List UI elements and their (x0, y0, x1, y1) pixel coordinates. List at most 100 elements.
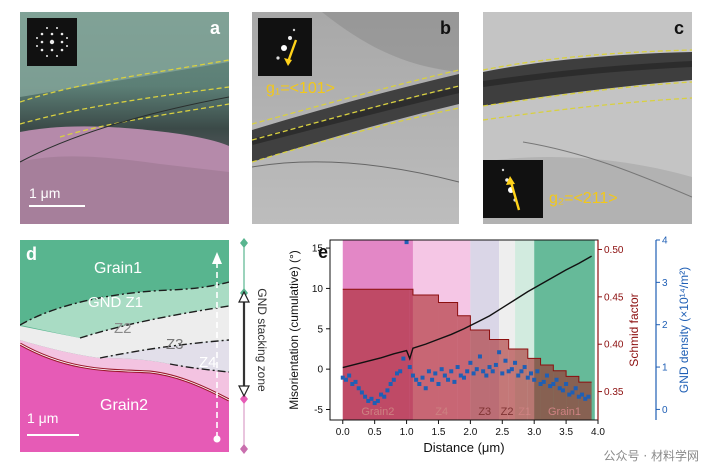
x-tick-label: 0.5 (368, 427, 382, 438)
gnd-point (576, 394, 581, 399)
y-left-axis-label: Misorientation (cumulative) (°) (287, 250, 301, 410)
gnd-point (541, 379, 546, 384)
gnd-point (500, 371, 505, 376)
panel-a-letter: a (209, 18, 220, 38)
gnd-point (465, 369, 470, 374)
label-z2: Z2 (114, 320, 132, 337)
label-z4: Z4 (199, 354, 217, 371)
y-schmid-tick-label: 0.35 (604, 387, 624, 398)
gnd-point (477, 354, 482, 359)
gnd-point (388, 382, 393, 386)
panel-c-g-label: g₂=<211> (549, 190, 618, 207)
x-axis-label: Distance (μm) (423, 440, 504, 455)
gnd-point (503, 358, 508, 363)
schmid-bar (470, 330, 490, 420)
gnd-stacking-zone-label: GND stacking zone (255, 288, 269, 392)
label-gnd-z1: GND Z1 (88, 294, 144, 311)
gnd-point (538, 382, 543, 386)
schmid-bar (412, 294, 439, 420)
gnd-point (366, 398, 371, 403)
panel-b-g-label: g₁=<101> (266, 80, 336, 97)
gnd-stacking-zone-indicator: GND stacking zone (230, 236, 274, 454)
gnd-point (436, 382, 441, 386)
gnd-point (442, 373, 447, 378)
gnd-point (513, 360, 518, 365)
gnd-point (462, 375, 466, 380)
label-grain1: Grain1 (94, 260, 143, 277)
panel-b-micrograph (252, 12, 459, 224)
gnd-point (414, 377, 419, 382)
gnd-point (586, 394, 591, 399)
gnd-point (372, 401, 377, 406)
gnd-point (557, 386, 562, 391)
y-gnd-tick-label: 0 (662, 405, 668, 416)
gnd-point (455, 365, 460, 370)
x-tick-label: 2.5 (495, 427, 509, 438)
panel-c: c g₂=<211> (483, 12, 692, 224)
y-schmid-tick-label: 0.50 (604, 245, 624, 256)
schmid-bar (578, 382, 592, 420)
misorientation-line (342, 255, 592, 369)
gnd-point (401, 356, 406, 361)
gnd-point (407, 365, 412, 370)
schmid-bar (508, 348, 528, 420)
gnd-point (439, 367, 444, 372)
gnd-point (509, 367, 514, 372)
gnd-point (554, 377, 559, 382)
y-left-tick-label: 0 (317, 365, 323, 376)
gnd-point (404, 240, 409, 245)
panel-a-micrograph (20, 12, 229, 224)
gnd-point (468, 360, 473, 365)
gnd-point (493, 362, 498, 367)
gnd-point (395, 371, 399, 376)
gnd-point (420, 375, 425, 380)
gnd-point (481, 369, 486, 374)
panel-b-letter: b (440, 18, 451, 38)
panel-b-inset (258, 18, 312, 76)
panel-a: a 1 μm (20, 12, 229, 224)
panel-b: b g₁=<101> (252, 12, 459, 224)
schmid-bar (527, 358, 541, 420)
gnd-point (385, 388, 390, 393)
gnd-point (573, 386, 578, 391)
gnd-point (580, 392, 585, 397)
gnd-point (347, 373, 352, 378)
label-grain2: Grain2 (100, 397, 149, 414)
panel-d-scale-label: 1 μm (27, 410, 59, 426)
gnd-point (544, 373, 549, 378)
schmid-bar (342, 289, 410, 420)
gnd-point (525, 375, 530, 380)
gnd-point (359, 390, 364, 395)
y-gnd-tick-label: 3 (662, 278, 668, 289)
gnd-point (519, 369, 524, 374)
panel-a-scale-label: 1 μm (29, 185, 61, 201)
gnd-point (516, 373, 521, 378)
schmid-bar (553, 370, 567, 420)
schmid-step-line (342, 288, 592, 383)
gnd-point (490, 369, 495, 374)
gnd-point (417, 382, 422, 386)
gnd-point (567, 392, 572, 397)
gnd-point (535, 369, 540, 374)
y-gnd-tick-label: 1 (662, 363, 668, 374)
y-left-tick-label: 10 (312, 284, 324, 295)
gnd-point (564, 382, 569, 386)
gnd-point (487, 365, 492, 370)
gnd-point (350, 382, 355, 386)
gnd-point (410, 373, 415, 378)
gnd-point (430, 377, 435, 382)
y-gnd-tick-label: 2 (662, 320, 668, 331)
y-schmid-tick-label: 0.45 (604, 292, 624, 303)
panel-c-letter: c (673, 18, 684, 38)
gnd-point (340, 375, 345, 380)
y-left-tick-label: 5 (317, 324, 323, 335)
gnd-point (363, 394, 368, 399)
panel-a-inset (27, 18, 77, 66)
gnd-point (433, 371, 438, 376)
gnd-point (474, 367, 479, 372)
x-tick-label: 1.5 (432, 427, 446, 438)
gnd-point (375, 398, 380, 403)
gnd-point (529, 371, 533, 376)
gnd-point (458, 373, 463, 378)
label-z3: Z3 (166, 336, 184, 353)
